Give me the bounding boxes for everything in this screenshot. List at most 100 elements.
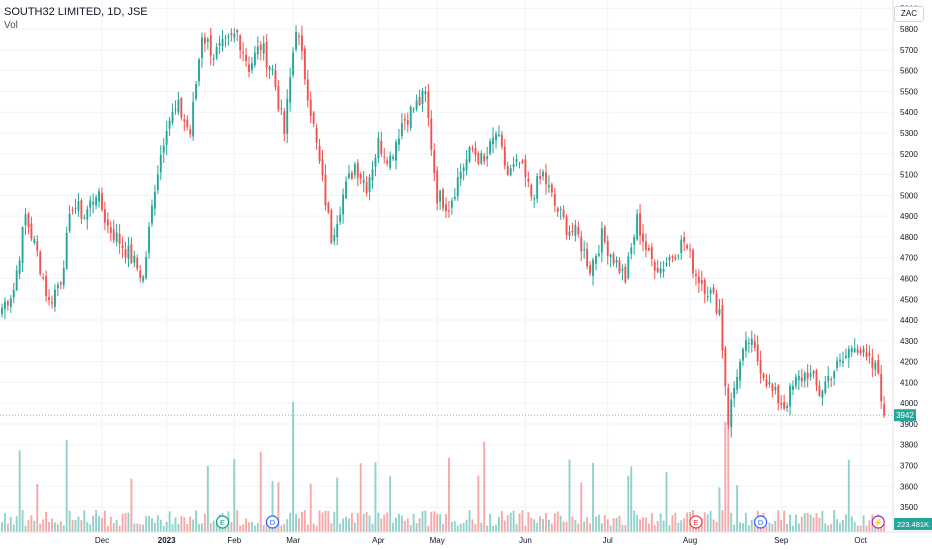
volume-bar [874, 525, 877, 532]
candle-body [212, 58, 215, 60]
candle-body [309, 99, 312, 117]
candle-body [715, 293, 718, 314]
candle-body [486, 156, 489, 160]
candle-body [221, 39, 224, 47]
price-tick-label: 5100 [900, 171, 918, 180]
candle-body [783, 402, 786, 409]
candle-body [71, 209, 74, 211]
candle-body [709, 289, 712, 294]
volume-bar [612, 518, 615, 532]
candle-body [62, 268, 65, 285]
volume-bar [842, 519, 844, 532]
candle-body [818, 385, 821, 396]
volume-bar [168, 511, 171, 532]
candle-body [21, 227, 24, 264]
candle-body [515, 159, 518, 163]
candle-body [450, 200, 453, 208]
candle-body [580, 237, 583, 252]
time-tick-label: Jul [603, 536, 613, 545]
currency-button[interactable]: ZAC [894, 6, 924, 22]
volume-bar [477, 475, 480, 532]
dividend-marker[interactable]: D [754, 515, 768, 529]
candle-body [356, 162, 359, 178]
volume-bar [171, 524, 174, 532]
candle-body [571, 230, 574, 233]
volume-bar [24, 525, 27, 532]
candle-body [595, 255, 597, 264]
price-tick-label: 4700 [900, 254, 918, 263]
volume-bar [633, 510, 636, 532]
volume-bar [647, 523, 650, 532]
volume-bar [677, 522, 680, 532]
candle-body [250, 63, 253, 71]
candle-body [842, 361, 844, 363]
volume-bar [468, 510, 471, 532]
volume-bar [653, 525, 656, 532]
candle-body [497, 134, 500, 137]
volume-bar [797, 523, 800, 532]
volume-bar [95, 510, 98, 532]
volume-bar [709, 510, 712, 532]
candle-body [142, 276, 145, 281]
last-price-label: 3942 [896, 411, 914, 420]
volume-bar [139, 524, 142, 532]
candle-body [65, 232, 68, 269]
volume-bar [230, 521, 233, 532]
volume-bar [292, 402, 295, 532]
volume-bar [368, 515, 371, 532]
price-tick-label: 3600 [900, 482, 918, 491]
candle-body [139, 270, 142, 279]
split-marker[interactable]: ⚡ [871, 515, 885, 529]
candle-body [68, 213, 71, 232]
candle-body [327, 202, 330, 213]
volume-bar [318, 510, 321, 532]
volume-indicator-label[interactable]: Vol [4, 20, 18, 31]
volume-bar [724, 422, 727, 532]
candle-body [550, 184, 553, 193]
candle-body [697, 276, 700, 284]
candle-body [227, 35, 230, 38]
candle-body [812, 371, 815, 374]
volume-bar [186, 524, 189, 532]
volume-bar [336, 477, 339, 532]
candle-body [759, 360, 762, 374]
volume-bar [383, 514, 386, 532]
volume-bar [395, 517, 397, 532]
volume-bar [656, 521, 659, 532]
volume-bar [680, 520, 683, 532]
price-tick-label: 3500 [900, 503, 918, 512]
candle-body [274, 69, 277, 88]
volume-bar [15, 516, 18, 532]
candle-body [218, 43, 221, 46]
volume-bar [530, 517, 533, 532]
candle-body [630, 247, 633, 254]
volume-bar [492, 525, 494, 532]
volume-bar [559, 515, 562, 532]
candle-body [836, 360, 839, 368]
candle-body [215, 46, 218, 58]
volume-bar [121, 513, 124, 532]
earnings-marker[interactable]: E [215, 515, 230, 529]
candle-body [130, 244, 133, 263]
candle-body [192, 101, 195, 137]
time-axis[interactable]: Dec 2023 Feb Mar Apr May Jun Jul Aug Sep Oct [95, 536, 868, 545]
price-axis[interactable]: 3500 3600 3700 3800 3900 4000 4100 4200 4300 4400… [900, 4, 918, 512]
volume-bar [815, 513, 818, 532]
candle-body [127, 245, 130, 259]
volume-bar [180, 516, 183, 532]
candle-body [33, 238, 36, 243]
candle-body [806, 372, 809, 379]
earnings-marker[interactable]: E [689, 515, 703, 529]
volume-bar [806, 512, 809, 532]
candle-body [442, 189, 445, 209]
candle-body [536, 176, 539, 199]
dividend-marker[interactable]: D [265, 515, 280, 529]
candle-body [445, 204, 447, 212]
candle-body [733, 388, 736, 399]
candle-body [503, 146, 506, 166]
volume-bar [609, 525, 612, 532]
candle-body [609, 254, 612, 257]
candle-body [642, 233, 644, 242]
volume-bar [345, 516, 347, 532]
candle-body [362, 179, 365, 183]
